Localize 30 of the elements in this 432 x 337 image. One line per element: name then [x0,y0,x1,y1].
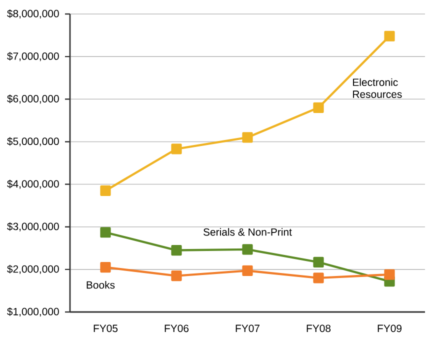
point [313,102,324,113]
point [171,270,182,282]
x-tick-label: FY07 [236,324,260,332]
point [242,132,253,143]
y-tick-label: $8,000,000 [7,9,59,19]
point [171,244,182,256]
series-label: Electronic Resources [353,78,402,98]
x-tick-label: FY08 [306,324,331,332]
point [313,272,324,284]
point [100,227,111,238]
point [242,265,253,276]
series-label: Books [86,280,115,289]
point [171,144,182,154]
x-tick-label: FY09 [378,324,402,332]
point [384,30,395,42]
point [242,244,253,255]
point [313,256,324,268]
y-tick-label: $2,000,000 [7,264,59,274]
series-label: Serials & Non-Print [203,228,292,236]
x-tick-label: FY05 [94,324,118,332]
point [384,269,395,280]
point [100,185,111,196]
y-tick-label: $4,000,000 [7,180,59,189]
point [100,262,111,273]
y-tick-label: $5,000,000 [7,137,59,146]
y-tick-label: $6,000,000 [7,94,59,104]
y-tick-label: $7,000,000 [7,52,59,62]
y-tick-label: $1,000,000 [7,307,59,317]
x-tick-label: FY06 [164,324,189,332]
y-tick-label: $3,000,000 [7,222,59,232]
